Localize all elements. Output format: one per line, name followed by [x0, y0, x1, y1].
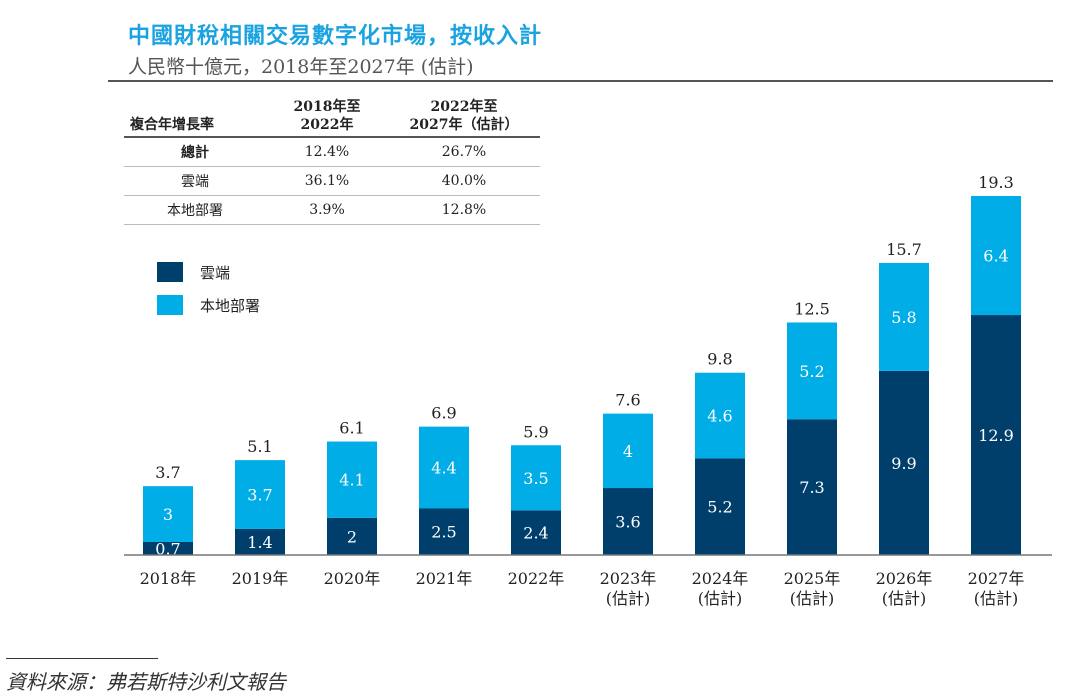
bar-segment-cloud [971, 315, 1021, 555]
source-divider [6, 658, 158, 659]
x-tick-label: (估計) [606, 589, 651, 608]
data-label: 7.3 [799, 478, 824, 497]
data-label: 3.5 [523, 469, 548, 488]
total-label: 19.3 [978, 173, 1014, 192]
data-label: 9.9 [891, 454, 916, 473]
chart-title: 中國財稅相關交易數字化市場，按收入計 [128, 24, 543, 49]
bar-segment-cloud [787, 419, 837, 555]
data-label: 4 [623, 442, 633, 461]
table-row: 總計 12.4% 26.7% [124, 137, 540, 167]
row-label: 總計 [124, 137, 266, 167]
data-label: 6.4 [983, 247, 1008, 266]
header-line: 2027年（估計） [409, 117, 519, 133]
data-label: 5.2 [707, 498, 732, 517]
cagr-table-header: 複合年增長率 2018年至 2022年 2022年至 2027年（估計） [124, 96, 540, 137]
data-label: 5.8 [891, 308, 916, 327]
bar-segment-cloud [419, 508, 469, 555]
legend-label: 雲端 [200, 264, 230, 282]
bar-segment-on-premise [235, 460, 285, 529]
total-label: 5.9 [523, 422, 548, 441]
data-label: 3.7 [247, 486, 272, 505]
bar-segment-cloud [511, 510, 561, 555]
total-label: 9.8 [707, 350, 732, 369]
header-line: 2022年至 [430, 99, 498, 115]
bar-segment-on-premise [419, 426, 469, 509]
bar-segment-cloud [695, 458, 745, 555]
x-tick-label: 2026年 [876, 569, 933, 588]
bar-segment-cloud [235, 528, 285, 555]
data-label: 3 [163, 505, 173, 524]
header-line: 2022年 [300, 117, 354, 133]
bar-segment-cloud [603, 488, 653, 555]
total-label: 6.9 [431, 404, 456, 423]
x-tick-label: 2022年 [508, 569, 565, 588]
x-tick-label: 2027年 [968, 569, 1025, 588]
cell: 36.1% [266, 166, 388, 196]
total-label: 6.1 [339, 419, 364, 438]
source-note: 資料來源：弗若斯特沙利文報告 [6, 670, 286, 694]
chart-subtitle: 人民幣十億元，2018年至2027年 (估計) [128, 56, 474, 78]
header-line: 2018年至 [293, 99, 361, 115]
bar-segment-on-premise [603, 413, 653, 489]
x-tick-label: (估計) [882, 589, 927, 608]
cagr-header-2018-2022: 2018年至 2022年 [266, 96, 388, 137]
table-row: 雲端 36.1% 40.0% [124, 166, 540, 196]
bar-segment-on-premise [879, 262, 929, 371]
bar-segment-cloud [143, 541, 193, 555]
x-tick-label: (估計) [790, 589, 835, 608]
data-label: 4.6 [707, 406, 732, 425]
x-tick-label: 2023年 [600, 569, 657, 588]
cell: 3.9% [266, 195, 388, 225]
x-tick-label: 2019年 [232, 569, 289, 588]
cell: 12.8% [388, 195, 540, 225]
bar-segment-on-premise [695, 372, 745, 459]
x-tick-label: 2025年 [784, 569, 841, 588]
x-tick-label: (估計) [974, 589, 1019, 608]
data-label: 12.9 [978, 426, 1014, 445]
bar-segment-on-premise [327, 441, 377, 518]
data-label: 2.5 [431, 523, 456, 542]
cell: 12.4% [266, 137, 388, 167]
title-divider [108, 80, 1053, 82]
cagr-header-label: 複合年增長率 [130, 117, 214, 133]
x-tick-label: (估計) [698, 589, 743, 608]
cagr-header-2022-2027: 2022年至 2027年（估計） [388, 96, 540, 137]
legend-label: 本地部署 [200, 297, 260, 315]
x-tick-label: 2018年 [140, 569, 197, 588]
bar-segment-on-premise [971, 196, 1021, 316]
bar-segment-cloud [327, 517, 377, 555]
cell: 26.7% [388, 137, 540, 167]
data-label: 2 [347, 527, 357, 546]
data-label: 1.4 [247, 533, 272, 552]
x-tick-label: 2021年 [416, 569, 473, 588]
total-label: 15.7 [886, 240, 922, 259]
legend-swatch [157, 295, 183, 315]
data-label: 4.1 [339, 471, 364, 490]
x-tick-label: 2024年 [692, 569, 749, 588]
data-label: 0.7 [155, 539, 180, 558]
row-label: 本地部署 [124, 195, 266, 225]
data-label: 2.4 [523, 524, 548, 543]
total-label: 12.5 [794, 299, 830, 318]
cell: 40.0% [388, 166, 540, 196]
total-label: 7.6 [615, 391, 640, 410]
x-tick-label: 2020年 [324, 569, 381, 588]
total-label: 3.7 [155, 463, 180, 482]
row-label: 雲端 [124, 166, 266, 196]
legend-swatch [157, 262, 183, 282]
cagr-table: 複合年增長率 2018年至 2022年 2022年至 2027年（估計） 總計 12.… [124, 96, 540, 225]
data-label: 4.4 [431, 459, 456, 478]
bar-segment-on-premise [511, 445, 561, 511]
data-label: 3.6 [615, 513, 640, 532]
bar-segment-on-premise [143, 486, 193, 542]
bar-segment-cloud [879, 370, 929, 555]
data-label: 5.2 [799, 362, 824, 381]
table-row: 本地部署 3.9% 12.8% [124, 195, 540, 225]
total-label: 5.1 [247, 437, 272, 456]
bar-segment-on-premise [787, 322, 837, 420]
